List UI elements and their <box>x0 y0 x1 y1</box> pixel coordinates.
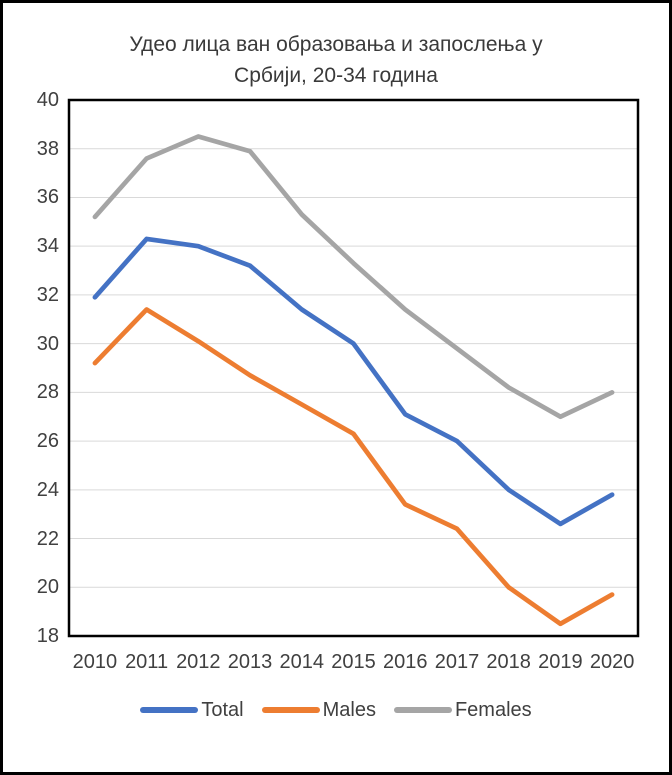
legend-label: Males <box>322 699 376 721</box>
x-tick-label: 2019 <box>538 651 583 673</box>
legend-item-total: Total <box>140 697 244 723</box>
x-tick-label: 2016 <box>382 651 428 673</box>
y-tick-label: 18 <box>36 625 59 647</box>
x-tick-label: 2012 <box>176 651 221 673</box>
chart-title-line2: Србији, 20-34 година <box>234 64 438 87</box>
series-line-males <box>92 307 615 627</box>
x-tick-label: 2017 <box>434 651 480 673</box>
legend-label: Females <box>454 699 532 721</box>
x-tick-label: 2013 <box>227 651 273 673</box>
x-tick-label: 2015 <box>331 651 376 673</box>
y-tick-label: 34 <box>36 235 59 258</box>
legend-line-icon <box>393 707 452 713</box>
legend-line-icon <box>140 707 199 713</box>
y-tick-label: 40 <box>36 89 59 111</box>
y-tick-label: 38 <box>36 137 59 160</box>
y-tick-label: 24 <box>36 478 59 501</box>
legend: Total Males Females <box>3 697 669 723</box>
y-tick-label: 30 <box>36 332 59 355</box>
x-tick-label: 2018 <box>486 651 531 673</box>
y-tick-label: 36 <box>36 186 59 209</box>
plot-border <box>67 98 640 638</box>
chart-title: Удео лица ван образовања и запослења у С… <box>76 29 596 91</box>
y-tick-label: 20 <box>36 576 59 599</box>
x-tick-label: 2014 <box>279 651 325 673</box>
x-tick-label: 2020 <box>589 651 635 673</box>
plot-area <box>67 98 640 638</box>
y-tick-label: 32 <box>36 283 59 306</box>
legend-label: Total <box>201 699 244 721</box>
legend-line-icon <box>261 707 320 713</box>
legend-item-females: Females <box>393 697 532 723</box>
legend-item-males: Males <box>261 697 376 723</box>
series-line-total <box>92 236 615 527</box>
y-tick-label: 28 <box>36 381 59 404</box>
y-tick-label: 22 <box>36 527 59 550</box>
series-line-females <box>92 134 615 420</box>
chart-title-line1: Удео лица ван образовања и запослења у <box>129 33 543 56</box>
x-tick-label: 2010 <box>72 651 118 673</box>
x-tick-label: 2011 <box>125 651 169 673</box>
y-tick-label: 26 <box>36 430 59 453</box>
